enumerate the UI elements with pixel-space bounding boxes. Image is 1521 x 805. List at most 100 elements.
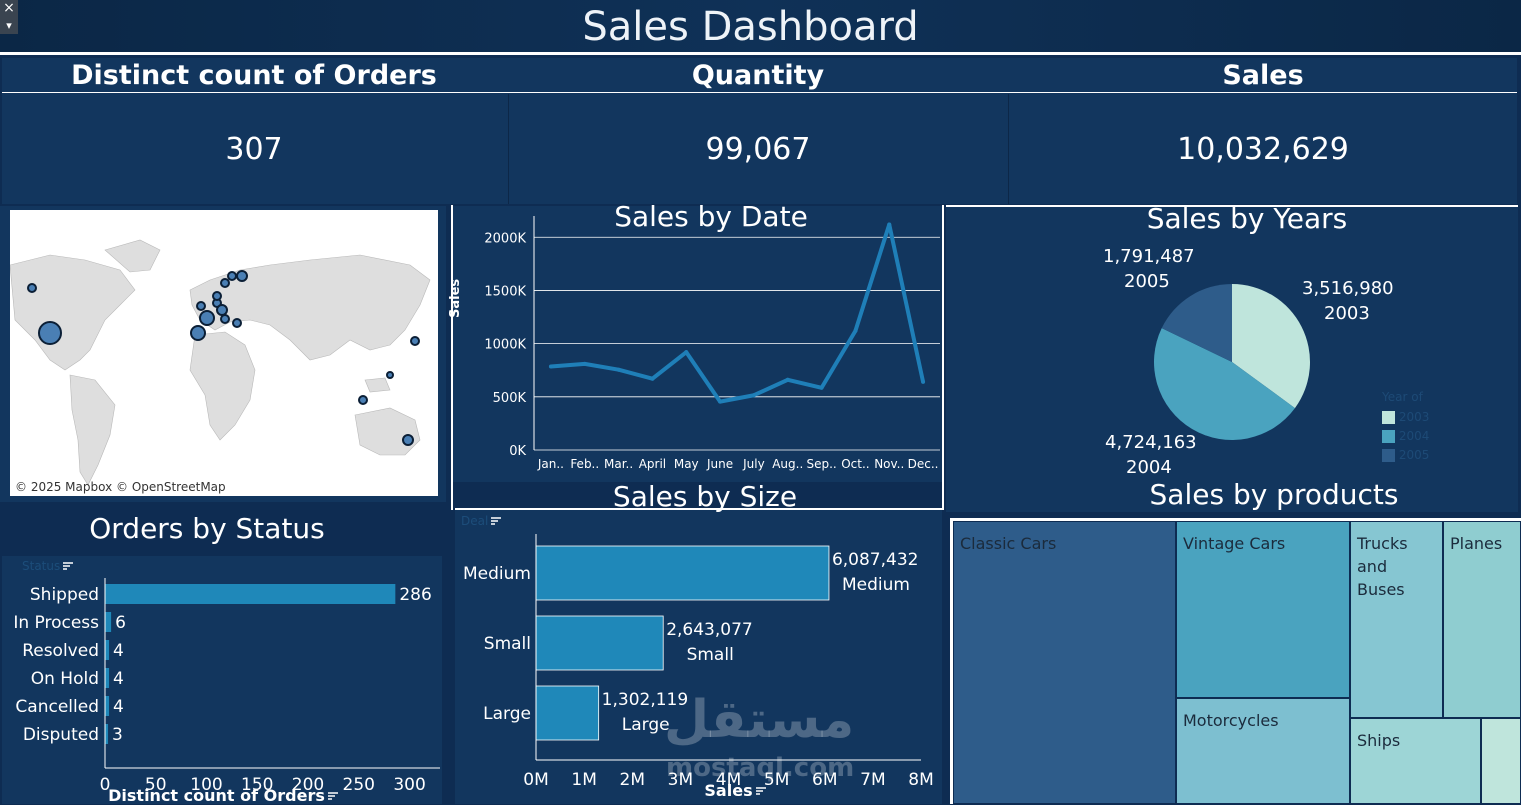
status-category-label: In Process: [13, 613, 99, 633]
size-bar[interactable]: [535, 545, 830, 601]
map-marker[interactable]: [236, 270, 248, 282]
sales-date-line[interactable]: [550, 222, 926, 404]
pie-slice-2005[interactable]: [1161, 284, 1232, 362]
status-value-label: 4: [113, 669, 124, 689]
status-bar[interactable]: [105, 584, 396, 604]
sort-icon[interactable]: [491, 516, 502, 527]
pie-label-2003-value: 3,516,980: [1302, 278, 1394, 299]
x-tick-label: Aug..: [772, 457, 803, 471]
tile-ships[interactable]: Ships: [1350, 718, 1481, 804]
status-bar-chart[interactable]: Shipped 286 In Process 6 Resolved 4 On Hold 4 Ca…: [2, 556, 442, 804]
x-tick-label: Oct..: [841, 457, 869, 471]
x-tick-label: July: [742, 457, 765, 471]
line-point[interactable]: [785, 377, 790, 382]
map-marker[interactable]: [190, 325, 206, 341]
status-value-label: 3: [112, 725, 123, 745]
map-marker[interactable]: [216, 304, 228, 316]
line-point[interactable]: [582, 361, 587, 366]
line-point[interactable]: [887, 222, 892, 227]
legend-item-2005[interactable]: 2005: [1382, 448, 1429, 462]
line-point[interactable]: [819, 385, 824, 390]
legend-label: 2004: [1398, 429, 1430, 443]
pie-slice-2003[interactable]: [1232, 284, 1310, 409]
size-x-tick: 6M: [812, 770, 837, 790]
map-marker[interactable]: [402, 434, 414, 446]
map-marker[interactable]: [232, 318, 242, 328]
tile-trains[interactable]: [1481, 718, 1521, 804]
x-tick-label: May: [674, 457, 699, 471]
map-marker[interactable]: [27, 283, 37, 293]
tile-planes[interactable]: Planes: [1443, 521, 1521, 718]
size-bar-chart[interactable]: Medium 6,087,432 Medium Small 2,643,077 Small…: [455, 510, 942, 804]
status-bar[interactable]: [105, 612, 112, 632]
status-bar[interactable]: [105, 640, 110, 660]
years-chart-title: Sales by Years: [1146, 202, 1348, 235]
pie-label-2003-year: 2003: [1324, 303, 1370, 324]
size-x-tick: 7M: [860, 770, 885, 790]
tile-label: Ships: [1357, 731, 1401, 750]
date-panel-border: [942, 205, 944, 510]
map-marker[interactable]: [386, 371, 394, 379]
map-marker[interactable]: [220, 278, 230, 288]
legend-item-2004[interactable]: 2004: [1382, 429, 1429, 443]
title-divider: [0, 52, 1521, 55]
map-marker[interactable]: [220, 314, 230, 324]
status-bar[interactable]: [105, 696, 110, 716]
tile-motorcycles[interactable]: Motorcycles: [1176, 698, 1350, 804]
products-treemap: Classic Cars Vintage Cars Trucks and Bus…: [950, 518, 1521, 804]
map-marker[interactable]: [199, 310, 215, 326]
map-marker[interactable]: [410, 336, 420, 346]
y-tick-label: 1500K: [484, 284, 526, 299]
line-point[interactable]: [921, 379, 926, 384]
size-x-tick: 8M: [908, 770, 933, 790]
size-bar[interactable]: [535, 685, 600, 741]
status-bar[interactable]: [105, 668, 110, 688]
line-point[interactable]: [718, 399, 723, 404]
size-category-value-label: Large: [622, 715, 670, 735]
line-point[interactable]: [650, 376, 655, 381]
tile-trucks-and-buses[interactable]: Trucks and Buses: [1350, 521, 1443, 718]
status-xlabel: Distinct count of Orders: [0, 786, 446, 805]
kpi-orders-value: 307: [225, 132, 283, 167]
years-pie-chart[interactable]: [1142, 272, 1322, 452]
status-chart-title: Orders by Status: [89, 512, 325, 545]
y-tick-label: 2000K: [484, 231, 526, 246]
line-point[interactable]: [616, 367, 621, 372]
page-title: Sales Dashboard: [582, 4, 919, 50]
map-marker[interactable]: [38, 321, 62, 345]
country-map[interactable]: © 2025 Mapbox © OpenStreetMap: [10, 210, 438, 496]
status-bar[interactable]: [105, 724, 109, 744]
close-icon[interactable]: ×: [0, 0, 18, 18]
line-point[interactable]: [548, 364, 553, 369]
status-x-tick: 0: [100, 775, 111, 795]
status-x-tick: 50: [145, 775, 167, 795]
menu-dropdown-icon[interactable]: ▾: [0, 18, 18, 34]
size-bar[interactable]: [535, 615, 664, 671]
tile-vintage-cars[interactable]: Vintage Cars: [1176, 521, 1350, 698]
legend-swatch: [1382, 411, 1395, 424]
map-marker[interactable]: [358, 395, 368, 405]
sort-icon[interactable]: [63, 561, 74, 572]
line-point[interactable]: [751, 393, 756, 398]
map-marker[interactable]: [227, 271, 237, 281]
x-tick-label: Mar..: [604, 457, 633, 471]
sort-icon[interactable]: [327, 791, 338, 802]
date-line-chart[interactable]: 2000K 1500K 1000K 500K 0K Jan.. Feb.. Mar.. Apri…: [452, 206, 942, 482]
map-marker[interactable]: [196, 301, 206, 311]
size-panel-border: [455, 508, 944, 510]
map-attribution: © 2025 Mapbox © OpenStreetMap: [15, 480, 226, 494]
y-tick-label: 0K: [509, 444, 526, 459]
pie-label-2005-value: 1,791,487: [1103, 246, 1195, 267]
status-value-label: 4: [113, 641, 124, 661]
legend-item-2003[interactable]: 2003: [1382, 410, 1429, 424]
line-point[interactable]: [853, 328, 858, 333]
status-x-tick: 250: [343, 775, 375, 795]
pie-slice-2004[interactable]: [1154, 328, 1295, 440]
map-marker[interactable]: [212, 291, 222, 301]
status-value-label: 4: [113, 697, 124, 717]
line-point[interactable]: [684, 350, 689, 355]
status-x-tick: 200: [292, 775, 324, 795]
sort-icon[interactable]: [755, 786, 766, 797]
kpi-divider: [2, 92, 1517, 93]
tile-classic-cars[interactable]: Classic Cars: [953, 521, 1176, 804]
